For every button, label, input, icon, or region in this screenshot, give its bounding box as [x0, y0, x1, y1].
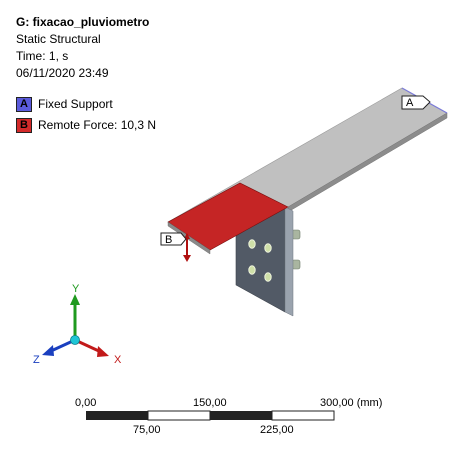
triad-origin	[70, 335, 80, 345]
plate-hole	[248, 265, 256, 275]
plate-hole	[264, 243, 272, 253]
callout-a-text: A	[406, 97, 414, 109]
scale-label-150: 150,00	[193, 397, 227, 409]
triad-x-arrow	[97, 346, 109, 357]
triad-z-label: Z	[33, 354, 40, 366]
callout-a-box[interactable]	[401, 95, 431, 110]
coordinate-triad[interactable]: Y X Z	[33, 283, 122, 366]
triad-x-label: X	[114, 354, 122, 366]
scale-bar	[86, 410, 335, 421]
date-label: 06/11/2020 23:49	[16, 66, 109, 80]
scale-bar-segment	[86, 411, 148, 420]
triad-z-arrow	[42, 345, 54, 356]
triad-y-label: Y	[72, 283, 80, 295]
scale-label-300: 300,00 (mm)	[320, 397, 383, 409]
legend-key-b: B	[16, 117, 32, 133]
scale-label-225: 225,00	[260, 424, 294, 436]
legend-item-fixed-support[interactable]: A Fixed Support	[16, 96, 113, 112]
triad-y-arrow	[70, 294, 80, 305]
scale-label-75: 75,00	[133, 424, 161, 436]
time-label: Time: 1, s	[16, 49, 69, 63]
force-arrow-head	[183, 255, 191, 262]
legend-item-remote-force[interactable]: B Remote Force: 10,3 N	[16, 117, 156, 133]
scale-bar-segment	[271, 410, 335, 421]
plate-hole	[264, 272, 272, 282]
legend-label-remote-force: Remote Force: 10,3 N	[38, 117, 157, 132]
callout-b-text: B	[165, 234, 172, 246]
callout-b-box[interactable]	[160, 232, 187, 246]
model-title: G: fixacao_pluviometro	[16, 15, 150, 29]
scale-label-0: 0,00	[75, 397, 97, 409]
force-arrow-tail	[184, 233, 190, 239]
legend-key-a: A	[16, 96, 32, 112]
mounting-plate-edge	[284, 206, 294, 317]
plate-hole	[248, 239, 256, 249]
scale-bar-segment	[210, 411, 272, 420]
analysis-type: Static Structural	[16, 32, 101, 46]
legend-label-fixed-support: Fixed Support	[38, 96, 113, 111]
scale-bar-segment	[147, 410, 211, 421]
